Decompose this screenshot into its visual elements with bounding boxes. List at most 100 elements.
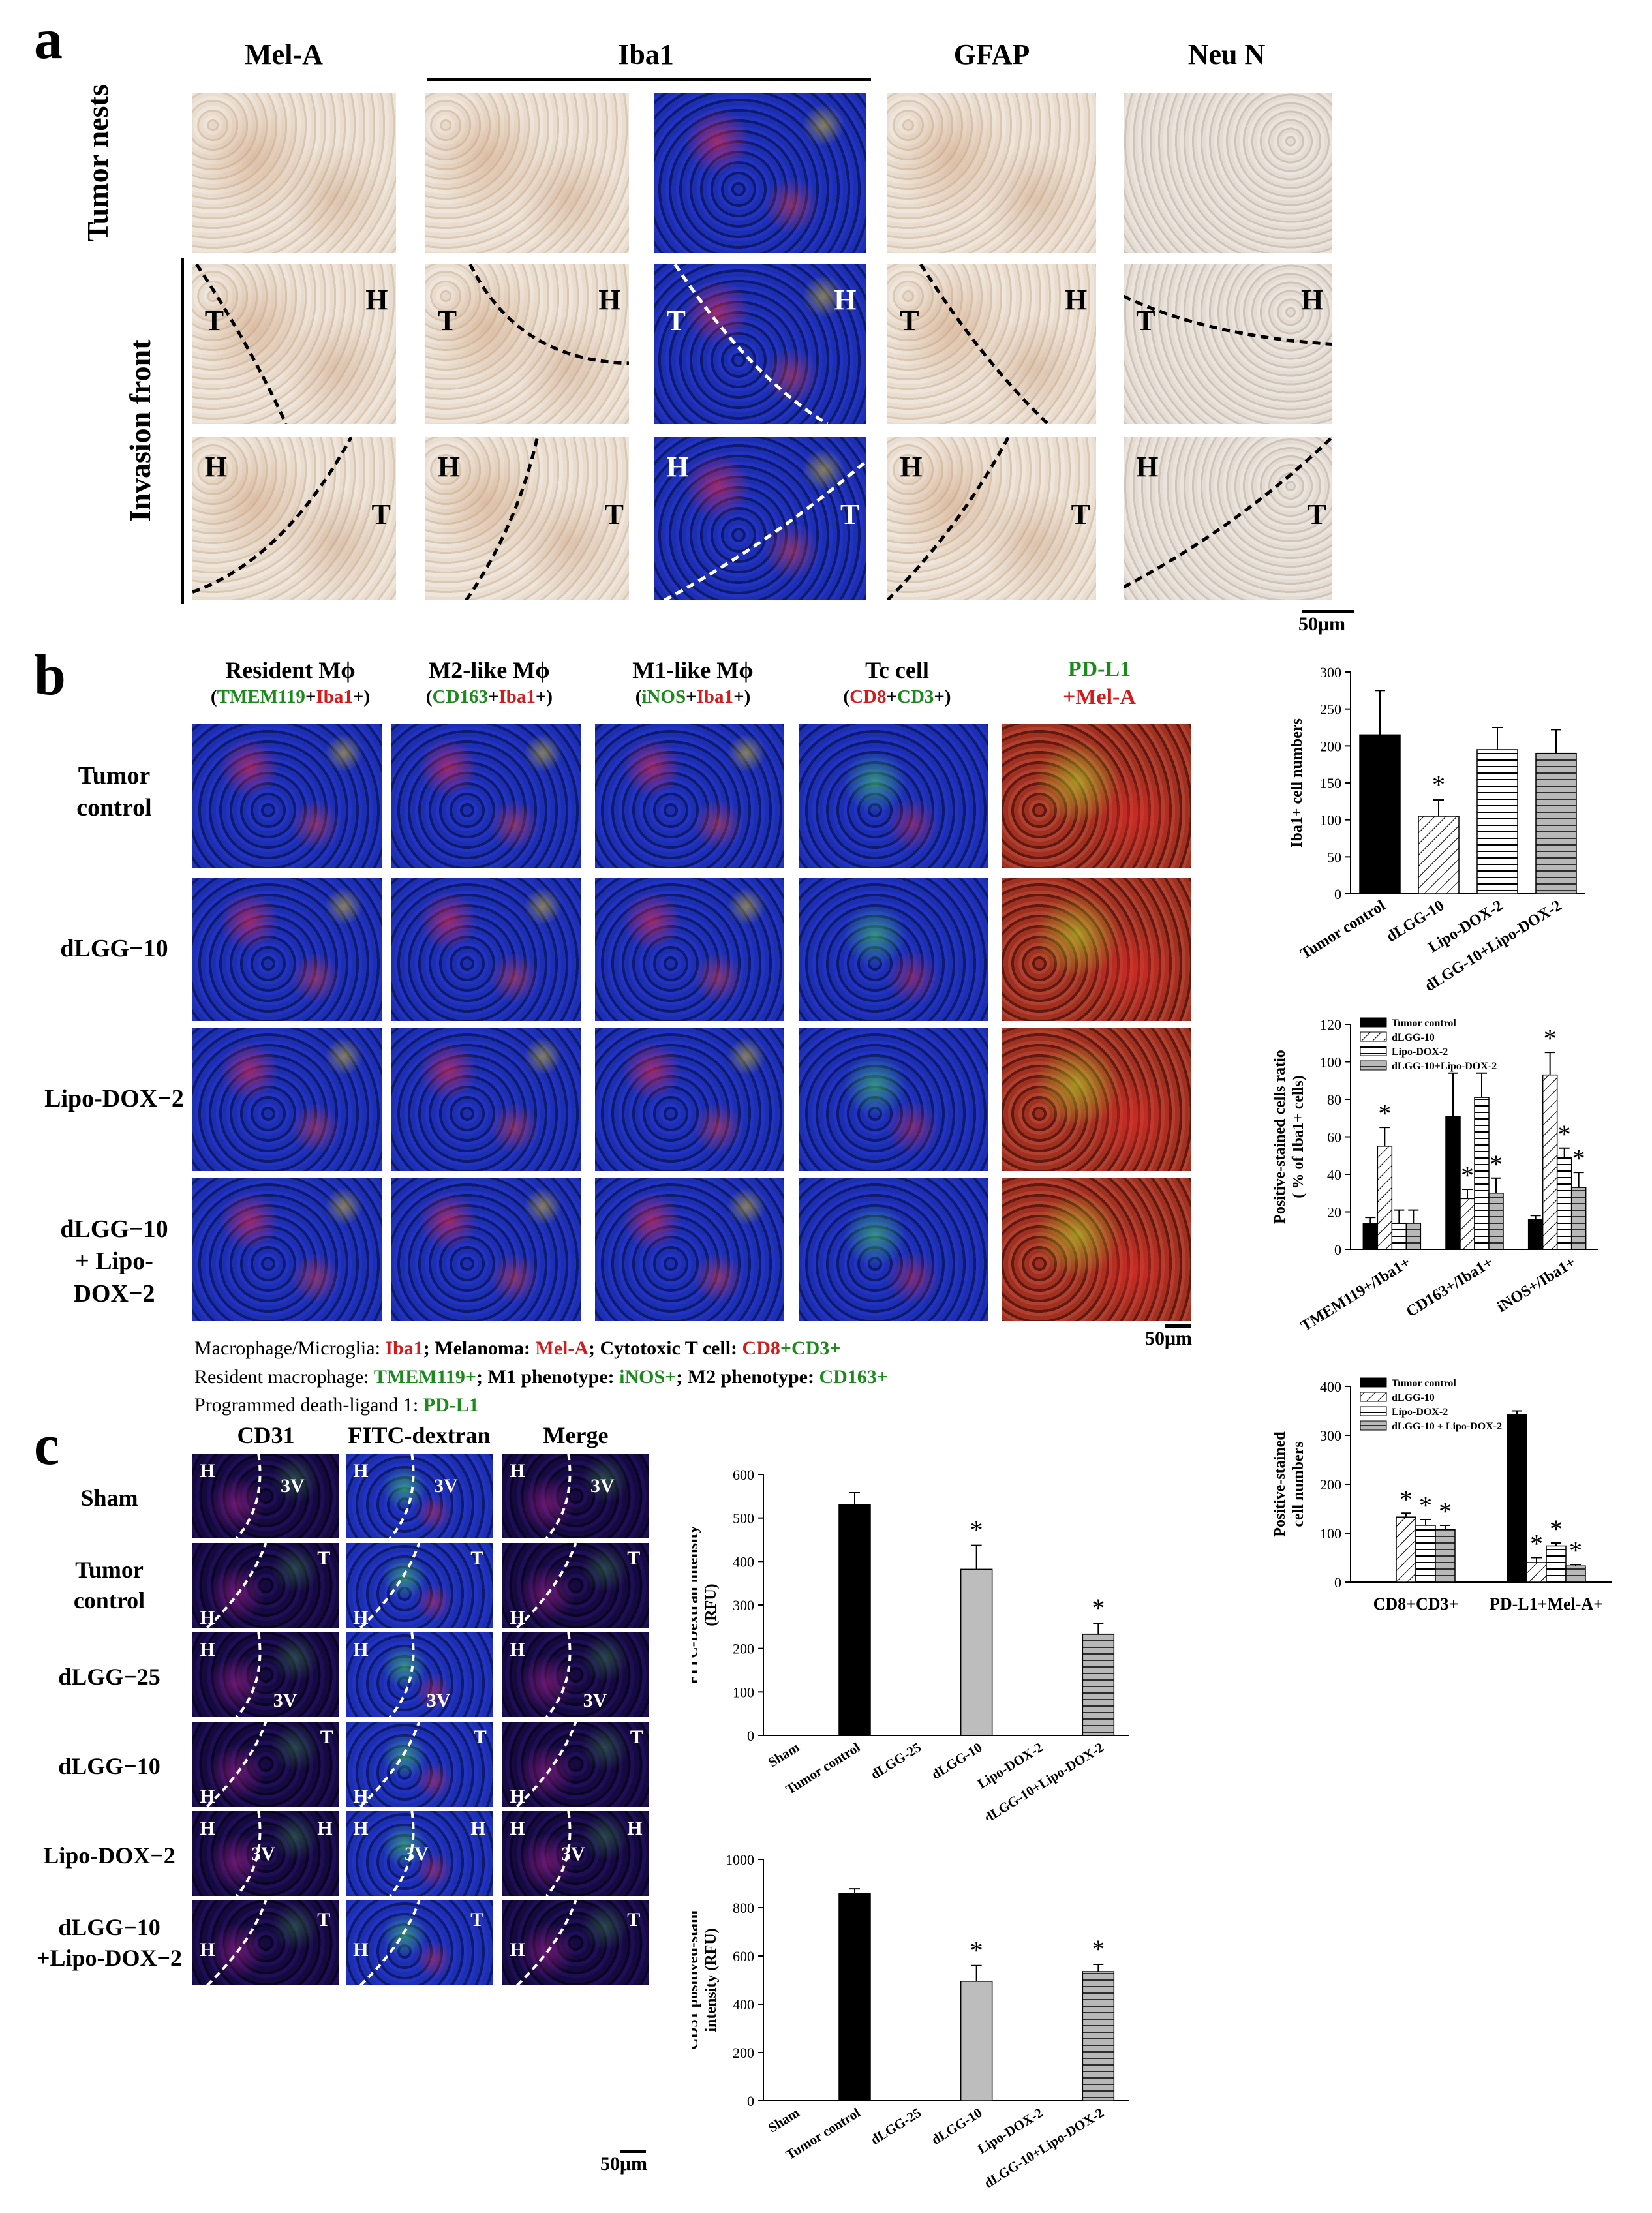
panel-c-label-tumor-r6-c1-0: T <box>317 1909 331 1931</box>
chart2-bar-1-0 <box>1507 1414 1527 1583</box>
panel-a-label-tumor-r3-c1: T <box>371 498 391 530</box>
panel-c-boundary-r3-c3 <box>545 1632 572 1717</box>
panel-c-image-r5-c1: H H 3V <box>192 1811 339 1896</box>
panel-c-label-host-r4-c2-1: H <box>353 1785 369 1807</box>
marker-b: Iba1 <box>498 686 536 707</box>
chart1-xlabel-2: iNOS+/Iba1+ <box>1494 1254 1579 1316</box>
chart1-bar-1-0 <box>1445 1116 1461 1250</box>
chart1-bar-1-2 <box>1474 1097 1490 1250</box>
chart2-xlabel-0: CD8+CD3+ <box>1373 1595 1459 1613</box>
chart1-bar-2-2-sig: * <box>1558 1120 1571 1149</box>
panel-c-label-host-r3-c2-0: H <box>353 1639 369 1661</box>
chart1-ylabel-0: Positive-stained cells ratio <box>1272 1050 1289 1224</box>
panel-c-label-ventricle-r1-c2-1: 3V <box>434 1474 458 1497</box>
panel-b-image-r1-c1 <box>192 724 382 868</box>
panel-c-boundary-r6-c3 <box>516 1900 577 1985</box>
panel-c-label-ventricle-r3-c3-1: 3V <box>583 1690 607 1712</box>
chart2-legend-label-1: dLGG-10 <box>1392 1392 1435 1403</box>
panel-b-image-r1-c5 <box>1002 724 1191 868</box>
chart2-bar-1-2 <box>1546 1545 1567 1583</box>
panel-c-image-r1-c3: H 3V <box>502 1454 649 1538</box>
panel-a-label-host-r3-c4: H <box>900 451 923 483</box>
panel-a-letter: a <box>34 8 63 71</box>
panel-b-row-label-2: dLGG−10 <box>60 935 168 962</box>
panel-c-label-host-r4-c1-1: H <box>200 1785 215 1807</box>
panel-c-image-r1-c2: H 3V <box>346 1454 493 1538</box>
panel-a-image-r1-c2 <box>425 93 629 253</box>
panel-c-boundary-r3-c1 <box>235 1632 262 1717</box>
panel-b-row-label-3: Lipo-DOX−2 <box>44 1085 184 1112</box>
chart4-ylabel-0: CD31 positived-stain <box>692 1910 701 2050</box>
panel-b-letter: b <box>34 644 66 707</box>
panel-b-col-header-4-sub: (CD8+CD3+) <box>793 685 1002 709</box>
chart3-ytick-label-5: 500 <box>733 1510 754 1527</box>
panel-a-label-host-r3-c1: H <box>204 451 227 483</box>
panel-c-boundary-r4-c1 <box>206 1722 268 1807</box>
panel-b-image-r3-c3 <box>595 1028 784 1171</box>
chart0-ytick-label-1: 50 <box>1327 849 1341 865</box>
panel-a-label-tumor-r2-c5: T <box>1136 305 1155 337</box>
chart2-xlabel-1: PD-L1+Mel-A+ <box>1490 1595 1603 1613</box>
marker-a: CD8 <box>849 686 887 707</box>
panel-b-image-r4-c2 <box>391 1178 581 1321</box>
chart4-ytick-label-5: 1000 <box>726 1852 754 1868</box>
chart3-xlabel-3: dLGG-10 <box>928 1739 985 1782</box>
panel-a-image-r1-c4 <box>887 93 1096 253</box>
panel-b-image-r3-c5 <box>1002 1028 1191 1171</box>
open-paren: ( <box>425 686 433 707</box>
panel-a-boundary-r3-c2 <box>465 437 540 600</box>
plus: + <box>305 686 316 707</box>
panel-c-label-host-r2-c2-1: H <box>353 1606 369 1628</box>
chart1-bar-1-1 <box>1460 1198 1475 1250</box>
panel-a-boundary-r2-c4 <box>919 264 1050 424</box>
panel-b-col-header-2: M2-like Mϕ (CD163+Iba1+) <box>385 656 594 709</box>
chart1-legend-swatch-0 <box>1360 1017 1387 1028</box>
panel-c-col-header-1: CD31 <box>237 1422 295 1448</box>
panel-c-row-label-1: Sham <box>80 1485 138 1511</box>
chart0-ytick-label-4: 200 <box>1320 738 1341 754</box>
panel-b-image-r3-c2 <box>391 1028 581 1171</box>
iba1-header-rule <box>427 78 871 81</box>
panel-b-image-r3-c4 <box>799 1028 988 1171</box>
panel-c-image-r5-c3: H H 3V <box>502 1811 649 1896</box>
panel-b-row-label-1: Tumor control <box>76 762 152 822</box>
plus: + <box>487 686 499 707</box>
chart3-bar-1 <box>838 1504 871 1736</box>
chart1-bar-2-1 <box>1542 1074 1558 1250</box>
panel-c-label-host-r5-c2-0: H <box>353 1818 369 1840</box>
chart1-ytick-label-1: 20 <box>1327 1204 1341 1221</box>
panel-c-col-header-2: FITC-dextran <box>348 1422 491 1448</box>
chart0-bar-1 <box>1418 816 1460 894</box>
chart1-legend-label-0: Tumor control <box>1392 1018 1456 1029</box>
panel-c-label-ventricle-r5-c2-2: 3V <box>405 1843 429 1865</box>
panel-c-boundary-r1-c2 <box>388 1454 415 1538</box>
chart3-xlabel-0: Sham <box>765 1739 803 1771</box>
chart2-legend-swatch-1 <box>1360 1392 1387 1402</box>
panel-c-boundary-r2-c3 <box>516 1543 577 1628</box>
panel-c-label-host-r6-c3-1: H <box>510 1938 525 1961</box>
chart1-legend-label-3: dLGG-10+Lipo-DOX-2 <box>1392 1061 1497 1072</box>
chart1-ytick-label-0: 0 <box>1334 1242 1341 1258</box>
panel-b-col-header-1-main: Resident Mϕ <box>225 657 356 683</box>
marker-a: CD163 <box>432 686 488 707</box>
panel-c-label-ventricle-r5-c1-2: 3V <box>251 1843 275 1865</box>
chart4-bar-5-sig: * <box>1092 1934 1105 1964</box>
panel-c-boundary-r6-c1 <box>206 1900 268 1985</box>
chart1-ytick-label-5: 100 <box>1320 1054 1341 1071</box>
col-header-gfap: GFAP <box>953 38 1030 70</box>
panel-b-col-header-3: M1-like Mϕ (iNOS+Iba1+) <box>589 656 797 709</box>
chart2-bar-0-3 <box>1435 1529 1456 1583</box>
chart1-legend-swatch-3 <box>1360 1060 1387 1071</box>
panel-a-label-tumor-r3-c3: T <box>840 498 860 530</box>
chart0-bar-0 <box>1359 734 1401 894</box>
close-paren: +) <box>934 686 951 707</box>
panel-a-boundary-r3-c3 <box>664 460 866 600</box>
panel-b-image-r1-c4 <box>799 724 988 868</box>
chart3-ytick-label-3: 300 <box>733 1597 754 1613</box>
